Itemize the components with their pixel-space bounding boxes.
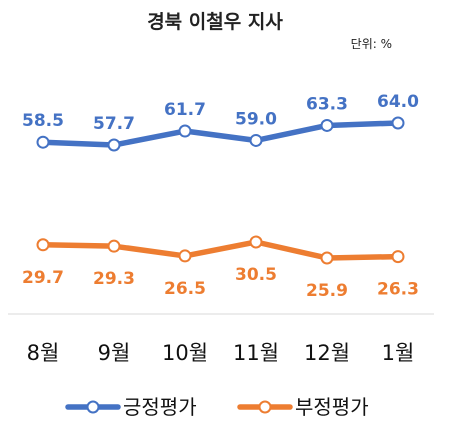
data-point [178, 124, 192, 138]
data-label: 26.3 [377, 280, 419, 300]
data-label: 57.7 [93, 114, 135, 134]
data-label: 25.9 [306, 281, 348, 301]
data-label: 58.5 [22, 111, 64, 131]
data-point [36, 238, 50, 252]
data-point [36, 135, 50, 149]
data-point [249, 235, 263, 249]
legend-label: 긍정평가 [123, 395, 197, 419]
data-label: 64.0 [377, 92, 419, 112]
data-label: 59.0 [235, 109, 277, 129]
data-label: 63.3 [306, 94, 348, 114]
data-label: 30.5 [235, 265, 277, 285]
data-label: 29.3 [93, 269, 135, 289]
x-tick-label: 11월 [233, 341, 279, 365]
data-point [107, 138, 121, 152]
data-point [320, 118, 334, 132]
data-point [391, 250, 405, 264]
series-line [40, 239, 401, 261]
unit-label: 단위: % [351, 37, 392, 51]
legend-label: 부정평가 [295, 395, 369, 419]
x-tick-label: 9월 [98, 341, 131, 365]
series-line [40, 120, 401, 148]
series-layer: 58.5 57.7 61.7 59.0 63.3 64.0 29.7 29.3 26.5 30.5… [22, 92, 419, 301]
x-tick-label: 10월 [162, 341, 208, 365]
x-tick-labels: 8월 9월 10월 11월 12월 1월 [27, 341, 415, 365]
chart-title: 경북 이철우 지사 [147, 11, 283, 33]
x-tick-label: 1월 [382, 341, 415, 365]
series-positive: 58.5 57.7 61.7 59.0 63.3 64.0 [22, 92, 419, 152]
data-label: 61.7 [164, 100, 206, 120]
legend: 긍정평가 부정평가 [65, 395, 369, 419]
data-point [107, 239, 121, 253]
legend-marker [258, 400, 272, 414]
x-tick-label: 8월 [27, 341, 60, 365]
data-label: 29.7 [22, 268, 64, 288]
data-point [178, 249, 192, 263]
data-point [249, 133, 263, 147]
data-point [320, 251, 334, 265]
x-tick-label: 12월 [304, 341, 350, 365]
legend-marker [86, 400, 100, 414]
series-negative: 29.7 29.3 26.5 30.5 25.9 26.3 [22, 235, 419, 301]
data-point [391, 116, 405, 130]
data-label: 26.5 [164, 279, 206, 299]
legend-item: 긍정평가 [65, 395, 197, 419]
legend-item: 부정평가 [237, 395, 369, 419]
